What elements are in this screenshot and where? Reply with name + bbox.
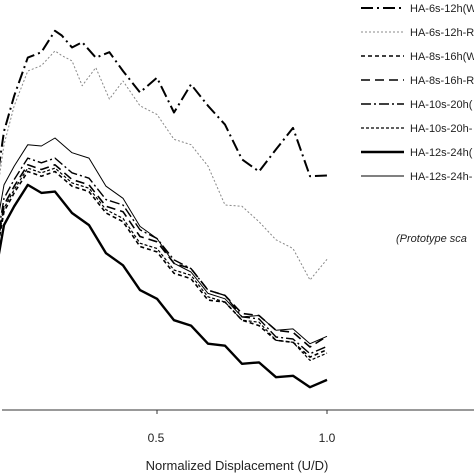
legend-label: HA-12s-24h- <box>410 171 473 183</box>
annotation: (Prototype sca <box>396 233 467 245</box>
legend: HA-6s-12h(W HA-6s-12h-R HA-8s-16h(W HA-8s-1… <box>361 3 474 183</box>
series-line <box>0 137 328 345</box>
x-tick-label: 0.5 <box>148 431 165 445</box>
series-line <box>0 50 328 281</box>
series-line <box>0 183 328 389</box>
plot-area <box>0 29 328 389</box>
series-line <box>0 167 328 361</box>
series-line <box>0 29 328 178</box>
legend-label: HA-12s-24h( <box>410 147 473 159</box>
legend-label: HA-6s-12h(W <box>410 3 474 15</box>
legend-label: HA-8s-16h(W <box>410 51 474 63</box>
legend-label: HA-10s-20h( <box>410 99 473 111</box>
legend-label: HA-10s-20h- <box>410 123 473 135</box>
x-axis-label: Normalized Displacement (U/D) <box>146 458 329 473</box>
legend-label: HA-6s-12h-R <box>410 27 474 39</box>
series-line <box>0 164 328 348</box>
x-tick-label: 1.0 <box>319 431 336 445</box>
series-line <box>0 157 328 355</box>
x-axis: 0.5 1.0 Normalized Displacement (U/D) <box>2 409 474 473</box>
legend-label: HA-8s-16h-R <box>410 75 474 87</box>
series-line <box>0 170 328 358</box>
